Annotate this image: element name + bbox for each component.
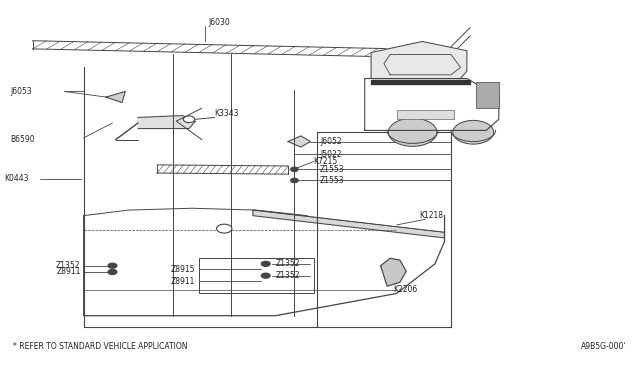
Circle shape <box>261 261 270 266</box>
Text: Z1352: Z1352 <box>56 261 81 270</box>
Bar <box>476 82 499 108</box>
Bar <box>397 110 454 119</box>
Circle shape <box>388 118 437 146</box>
Text: J6030: J6030 <box>208 18 230 27</box>
Circle shape <box>183 116 195 123</box>
Circle shape <box>291 167 298 171</box>
Circle shape <box>261 273 270 278</box>
Text: Z8911: Z8911 <box>171 277 195 286</box>
Text: Z8915: Z8915 <box>171 265 195 274</box>
Text: Z1553: Z1553 <box>320 165 344 174</box>
Polygon shape <box>371 41 467 78</box>
Text: A9B5G-000': A9B5G-000' <box>581 342 627 351</box>
Polygon shape <box>253 210 445 238</box>
Text: K1218: K1218 <box>419 211 443 220</box>
Circle shape <box>291 178 298 183</box>
Circle shape <box>108 269 117 275</box>
Text: J6052: J6052 <box>320 137 342 146</box>
Bar <box>198 258 314 294</box>
Circle shape <box>108 263 117 268</box>
Polygon shape <box>371 80 470 84</box>
Circle shape <box>453 121 493 144</box>
Polygon shape <box>381 258 406 286</box>
Text: K2206: K2206 <box>394 285 418 294</box>
Text: B6590: B6590 <box>10 135 35 144</box>
Text: Z1352: Z1352 <box>275 271 300 280</box>
Text: Z1352: Z1352 <box>275 259 300 268</box>
Text: K0443: K0443 <box>4 174 28 183</box>
Polygon shape <box>138 116 195 129</box>
Text: K7215: K7215 <box>314 157 338 166</box>
Text: J5022: J5022 <box>320 150 342 159</box>
Polygon shape <box>106 92 125 103</box>
Circle shape <box>216 224 232 233</box>
Text: J6053: J6053 <box>10 87 32 96</box>
Text: * REFER TO STANDARD VEHICLE APPLICATION: * REFER TO STANDARD VEHICLE APPLICATION <box>13 342 188 351</box>
Text: Z8911: Z8911 <box>56 267 81 276</box>
Polygon shape <box>288 136 310 147</box>
Text: K3343: K3343 <box>214 109 239 118</box>
Text: Z1553: Z1553 <box>320 176 344 185</box>
